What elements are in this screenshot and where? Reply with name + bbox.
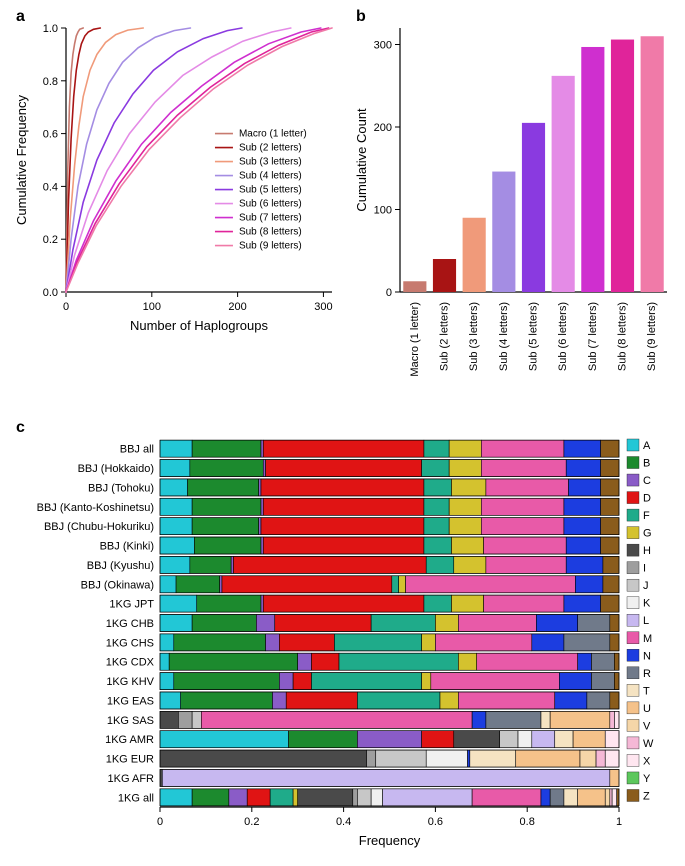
svg-text:1KG KHV: 1KG KHV (106, 676, 154, 688)
svg-text:T: T (643, 685, 650, 697)
svg-text:1.0: 1.0 (43, 23, 58, 35)
svg-text:0.2: 0.2 (244, 816, 259, 828)
svg-text:1KG EUR: 1KG EUR (106, 754, 154, 766)
svg-text:J: J (643, 580, 649, 592)
svg-text:BBJ (Tohoku): BBJ (Tohoku) (88, 482, 154, 494)
svg-text:1KG CDX: 1KG CDX (106, 657, 155, 669)
panel-a: a 0 100 200 300 0.0 0.2 0.4 0.6 0.8 1.0 Number of … (10, 10, 340, 415)
panel-a-label: a (16, 8, 25, 26)
svg-text:BBJ (Chubu-Hokuriku): BBJ (Chubu-Hokuriku) (44, 521, 154, 533)
svg-text:C: C (643, 475, 651, 487)
svg-text:100: 100 (374, 205, 392, 217)
svg-text:1KG all: 1KG all (118, 792, 154, 804)
svg-text:R: R (643, 668, 651, 680)
svg-text:Sub (3 letters): Sub (3 letters) (468, 302, 480, 371)
panel-a-svg: 0 100 200 300 0.0 0.2 0.4 0.6 0.8 1.0 Number of Ha… (10, 10, 340, 340)
panel-c-label: c (16, 419, 25, 437)
svg-text:Cumulative Count: Cumulative Count (354, 108, 369, 212)
panel-b-svg: 0 100 200 300 Cumulative Count Macro (1 lette… (350, 10, 675, 410)
svg-text:0.4: 0.4 (43, 181, 58, 193)
svg-text:Sub (6 letters): Sub (6 letters) (239, 199, 302, 210)
svg-text:Number of Haplogroups: Number of Haplogroups (130, 318, 269, 333)
svg-text:1: 1 (616, 816, 622, 828)
svg-text:Sub (8 letters): Sub (8 letters) (239, 227, 302, 238)
svg-text:200: 200 (374, 122, 392, 134)
panel-b-label: b (356, 8, 366, 26)
svg-text:0.2: 0.2 (43, 234, 58, 246)
svg-text:0.8: 0.8 (520, 816, 535, 828)
svg-text:N: N (643, 650, 651, 662)
panel-c: c 0 0.2 0.4 0.6 0.8 1 Frequency BBJ all BBJ (Hok… (10, 421, 675, 856)
svg-text:BBJ all: BBJ all (120, 444, 154, 456)
svg-text:BBJ (Kyushu): BBJ (Kyushu) (87, 560, 154, 572)
panel-c-svg: 0 0.2 0.4 0.6 0.8 1 Frequency BBJ all BBJ (Hokka… (10, 421, 675, 851)
svg-text:Macro (1 letter): Macro (1 letter) (409, 302, 421, 377)
svg-text:1KG SAS: 1KG SAS (107, 715, 154, 727)
svg-text:H: H (643, 545, 651, 557)
svg-text:100: 100 (143, 301, 161, 313)
svg-text:Sub (2 letters): Sub (2 letters) (439, 302, 451, 371)
svg-text:X: X (643, 755, 651, 767)
svg-text:Macro (1 letter): Macro (1 letter) (239, 129, 307, 140)
svg-text:K: K (643, 598, 651, 610)
svg-text:I: I (643, 563, 646, 575)
svg-text:B: B (643, 458, 650, 470)
svg-text:Sub (8 letters): Sub (8 letters) (617, 302, 629, 371)
svg-text:Sub (6 letters): Sub (6 letters) (557, 302, 569, 371)
svg-text:BBJ (Kinki): BBJ (Kinki) (100, 541, 154, 553)
svg-text:Sub (2 letters): Sub (2 letters) (239, 143, 302, 154)
svg-text:0.6: 0.6 (43, 129, 58, 141)
svg-text:M: M (643, 633, 652, 645)
svg-text:G: G (643, 528, 652, 540)
svg-text:Z: Z (643, 790, 650, 802)
svg-text:1KG AFR: 1KG AFR (108, 773, 155, 785)
svg-text:0.4: 0.4 (336, 816, 351, 828)
svg-text:300: 300 (374, 40, 392, 52)
svg-text:Sub (5 letters): Sub (5 letters) (528, 302, 540, 371)
svg-text:Sub (4 letters): Sub (4 letters) (498, 302, 510, 371)
svg-text:0: 0 (157, 816, 163, 828)
svg-text:1KG CHB: 1KG CHB (106, 618, 154, 630)
svg-text:200: 200 (228, 301, 246, 313)
svg-text:300: 300 (314, 301, 332, 313)
figure-container: a 01002003000.00.20.40.60.81.0Number of … (10, 10, 675, 856)
svg-text:1KG JPT: 1KG JPT (109, 599, 154, 611)
svg-text:0: 0 (386, 287, 392, 299)
svg-text:Sub (9 letters): Sub (9 letters) (239, 241, 302, 252)
svg-text:F: F (643, 510, 650, 522)
svg-text:1KG AMR: 1KG AMR (105, 734, 154, 746)
svg-text:U: U (643, 703, 651, 715)
svg-text:BBJ (Hokkaido): BBJ (Hokkaido) (78, 463, 154, 475)
svg-text:0.6: 0.6 (428, 816, 443, 828)
top-row: a 0 100 200 300 0.0 0.2 0.4 0.6 0.8 1.0 Number of … (10, 10, 675, 415)
svg-text:Y: Y (643, 773, 651, 785)
svg-text:W: W (643, 738, 654, 750)
svg-text:0.8: 0.8 (43, 76, 58, 88)
svg-text:1KG CHS: 1KG CHS (106, 637, 154, 649)
svg-text:A: A (643, 440, 651, 452)
svg-text:V: V (643, 720, 651, 732)
svg-text:D: D (643, 493, 651, 505)
svg-text:Cumulative Frequency: Cumulative Frequency (14, 94, 29, 225)
svg-text:1KG EAS: 1KG EAS (107, 695, 154, 707)
svg-text:0.0: 0.0 (43, 287, 58, 299)
svg-text:BBJ (Okinawa): BBJ (Okinawa) (81, 579, 154, 591)
svg-text:Frequency: Frequency (359, 833, 421, 848)
svg-text:0: 0 (63, 301, 69, 313)
svg-text:Sub (7 letters): Sub (7 letters) (587, 302, 599, 371)
svg-text:L: L (643, 615, 649, 627)
svg-text:Sub (4 letters): Sub (4 letters) (239, 171, 302, 182)
svg-text:Sub (5 letters): Sub (5 letters) (239, 185, 302, 196)
svg-text:Sub (3 letters): Sub (3 letters) (239, 157, 302, 168)
svg-text:Sub (9 letters): Sub (9 letters) (646, 302, 658, 371)
svg-text:Sub (7 letters): Sub (7 letters) (239, 213, 302, 224)
svg-text:BBJ (Kanto-Koshinetsu): BBJ (Kanto-Koshinetsu) (37, 502, 154, 514)
panel-b: b 0 100 200 300 Cumulative Count Macro (1 let… (350, 10, 675, 415)
